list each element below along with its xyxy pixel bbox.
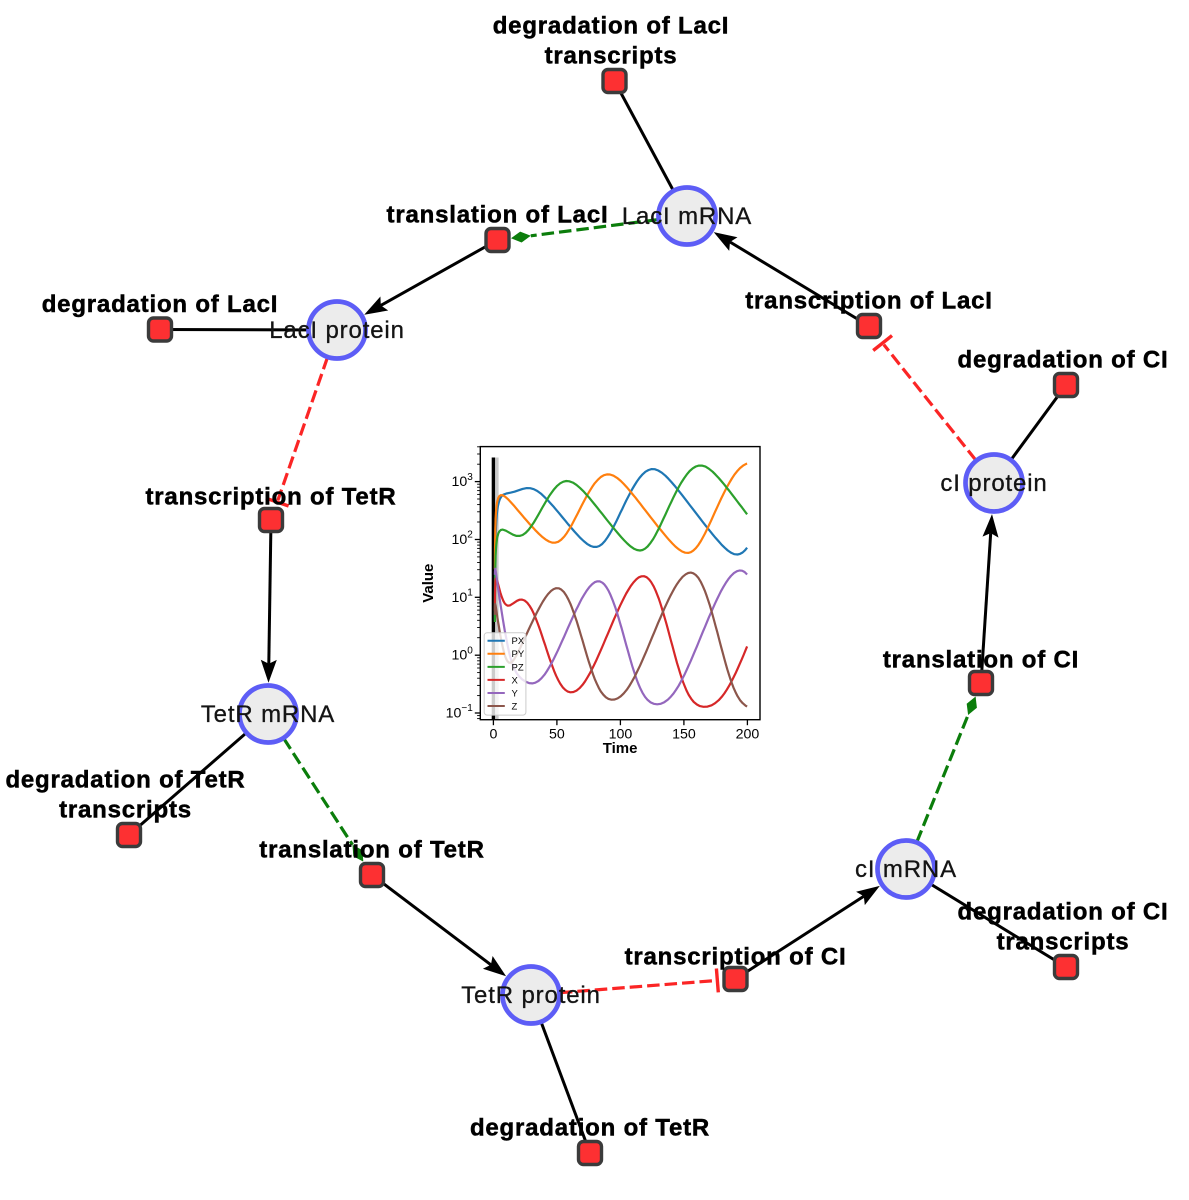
svg-text:transcripts: transcripts bbox=[545, 43, 678, 70]
svg-text:degradation of TetR: degradation of TetR bbox=[5, 767, 245, 794]
svg-text:transcription of CI: transcription of CI bbox=[625, 944, 847, 971]
svg-text:degradation of LacI: degradation of LacI bbox=[42, 291, 279, 318]
svg-text:transcription of LacI: transcription of LacI bbox=[745, 288, 993, 315]
svg-text:degradation of TetR: degradation of TetR bbox=[470, 1115, 710, 1142]
svg-text:translation of TetR: translation of TetR bbox=[259, 837, 484, 864]
svg-text:PZ: PZ bbox=[512, 662, 524, 673]
svg-text:LacI mRNA: LacI mRNA bbox=[622, 203, 752, 230]
svg-text:degradation of CI: degradation of CI bbox=[958, 899, 1169, 926]
svg-text:150: 150 bbox=[672, 727, 696, 743]
svg-text:Value: Value bbox=[420, 564, 437, 603]
svg-text:100: 100 bbox=[609, 727, 633, 743]
svg-text:LacI protein: LacI protein bbox=[269, 317, 405, 344]
svg-text:TetR protein: TetR protein bbox=[461, 982, 601, 1009]
svg-text:PX: PX bbox=[512, 636, 525, 647]
svg-text:PY: PY bbox=[512, 649, 525, 660]
svg-text:0: 0 bbox=[489, 727, 497, 743]
svg-text:X: X bbox=[512, 675, 519, 686]
svg-text:200: 200 bbox=[736, 727, 760, 743]
svg-text:50: 50 bbox=[549, 727, 565, 743]
svg-text:TetR mRNA: TetR mRNA bbox=[201, 701, 335, 728]
svg-text:cI protein: cI protein bbox=[940, 470, 1047, 497]
svg-text:Y: Y bbox=[512, 688, 519, 699]
svg-text:transcripts: transcripts bbox=[997, 929, 1130, 956]
svg-text:transcripts: transcripts bbox=[59, 797, 192, 824]
svg-text:translation of LacI: translation of LacI bbox=[387, 202, 609, 229]
svg-text:Time: Time bbox=[603, 740, 638, 757]
svg-text:translation of CI: translation of CI bbox=[883, 647, 1079, 674]
svg-text:transcription of TetR: transcription of TetR bbox=[145, 484, 396, 511]
svg-text:cI mRNA: cI mRNA bbox=[855, 856, 957, 883]
svg-text:Z: Z bbox=[512, 701, 518, 712]
svg-text:degradation of CI: degradation of CI bbox=[958, 347, 1169, 374]
svg-text:degradation of LacI: degradation of LacI bbox=[493, 13, 730, 40]
